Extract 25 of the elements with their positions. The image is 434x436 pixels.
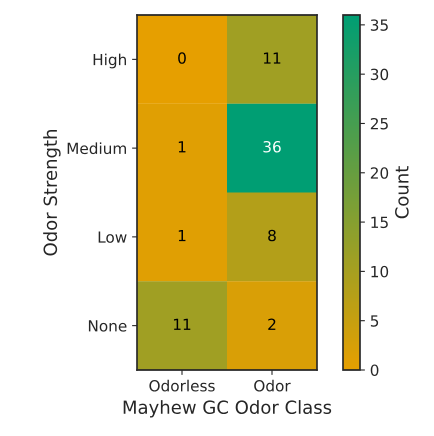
x-tick-label: Odor bbox=[254, 380, 291, 392]
x-tick-label: Odorless bbox=[149, 380, 215, 392]
color-bar-title: Count bbox=[395, 166, 409, 218]
y-tick-label: None bbox=[88, 320, 126, 332]
data-label: 0 bbox=[178, 52, 186, 64]
color-bar-label: 5 bbox=[370, 315, 378, 327]
color-bar-label: 25 bbox=[370, 118, 388, 130]
y-tick-label: High bbox=[94, 54, 126, 68]
y-tick-label: Medium bbox=[68, 142, 126, 154]
data-label: 1 bbox=[178, 230, 186, 242]
x-axis-title: Mayhew GC Odor Class bbox=[124, 400, 332, 418]
color-bar-label: 30 bbox=[370, 68, 388, 80]
color-bar-label: 10 bbox=[371, 266, 388, 278]
data-label: 36 bbox=[263, 141, 281, 153]
data-label: 1 bbox=[178, 141, 186, 152]
color-bar-label: 20 bbox=[370, 167, 388, 179]
data-label: 11 bbox=[264, 52, 280, 64]
data-label: 2 bbox=[268, 318, 276, 330]
data-label: 11 bbox=[174, 318, 190, 330]
data-label: 8 bbox=[268, 230, 276, 242]
color-bar-label: 0 bbox=[370, 364, 378, 376]
color-bar-label: 15 bbox=[371, 216, 388, 228]
color-bar-label: 35 bbox=[370, 19, 388, 31]
y-tick-label: Low bbox=[98, 232, 127, 243]
y-axis-title: Odor Strength bbox=[43, 130, 61, 256]
